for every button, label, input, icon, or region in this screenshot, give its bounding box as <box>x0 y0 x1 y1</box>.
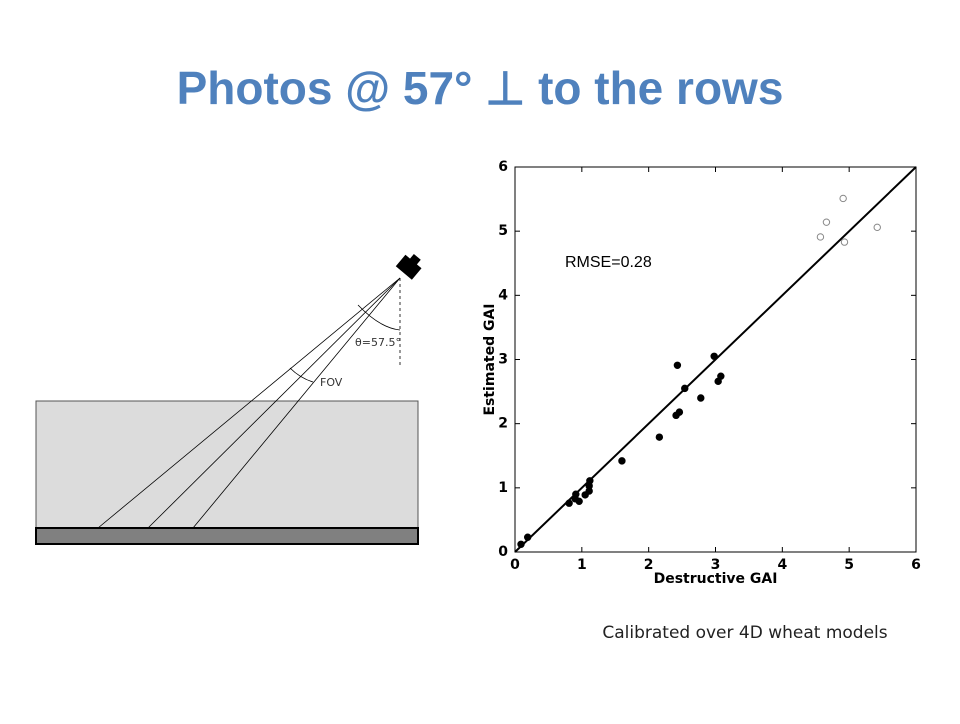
point <box>655 433 664 441</box>
chart: 0 1 2 3 4 5 6 0 1 2 3 4 5 6 Destructive GAI Estimated G… <box>482 159 921 587</box>
x-tick-label: 3 <box>711 557 721 573</box>
point <box>523 533 532 541</box>
x-tick-label: 1 <box>577 557 587 573</box>
y-tick-label: 1 <box>498 480 508 496</box>
x-tick-label: 6 <box>911 557 921 573</box>
x-tick-label: 5 <box>844 557 854 573</box>
angle-arc <box>357 304 401 331</box>
diagram <box>35 253 422 545</box>
point <box>618 457 626 465</box>
y-axis-label: Estimated GAI <box>482 303 498 415</box>
point <box>517 540 525 548</box>
point <box>675 408 684 416</box>
view-line <box>192 277 401 529</box>
y-tick-label: 6 <box>498 159 508 175</box>
y-tick-label: 3 <box>498 352 508 368</box>
annotation: RMSE=0.28 <box>565 254 652 271</box>
y-tick-label: 2 <box>498 416 508 432</box>
point <box>572 490 580 498</box>
x-tick-label: 0 <box>510 557 520 573</box>
point <box>697 394 705 402</box>
y-tick-label: 4 <box>498 287 508 303</box>
point <box>839 194 847 203</box>
x-tick-label: 4 <box>777 557 787 573</box>
point <box>816 233 825 241</box>
point <box>681 384 689 393</box>
point <box>840 238 849 246</box>
x-tick-label: 2 <box>644 557 654 573</box>
view-line <box>97 277 401 529</box>
point <box>586 477 594 485</box>
point <box>873 223 881 232</box>
y-tick-label: 0 <box>498 544 508 560</box>
canopy <box>35 400 419 529</box>
point <box>565 499 573 507</box>
point <box>673 361 682 369</box>
caption: Calibrated over 4D wheat models <box>602 623 887 643</box>
slide-title: Photos @ 57° ⊥ to the rows <box>177 62 784 114</box>
soil <box>35 527 419 545</box>
point <box>710 352 718 360</box>
view-line <box>147 277 401 529</box>
y-tick-label: 5 <box>498 223 508 239</box>
angle-label: θ=57.5° <box>355 336 401 349</box>
point <box>575 497 583 506</box>
camera <box>395 253 422 280</box>
fov-label: FOV <box>320 376 343 389</box>
x-axis-label: Destructive GAI <box>654 571 778 587</box>
point <box>822 218 831 226</box>
point <box>717 372 725 380</box>
fov-arc <box>289 367 314 383</box>
